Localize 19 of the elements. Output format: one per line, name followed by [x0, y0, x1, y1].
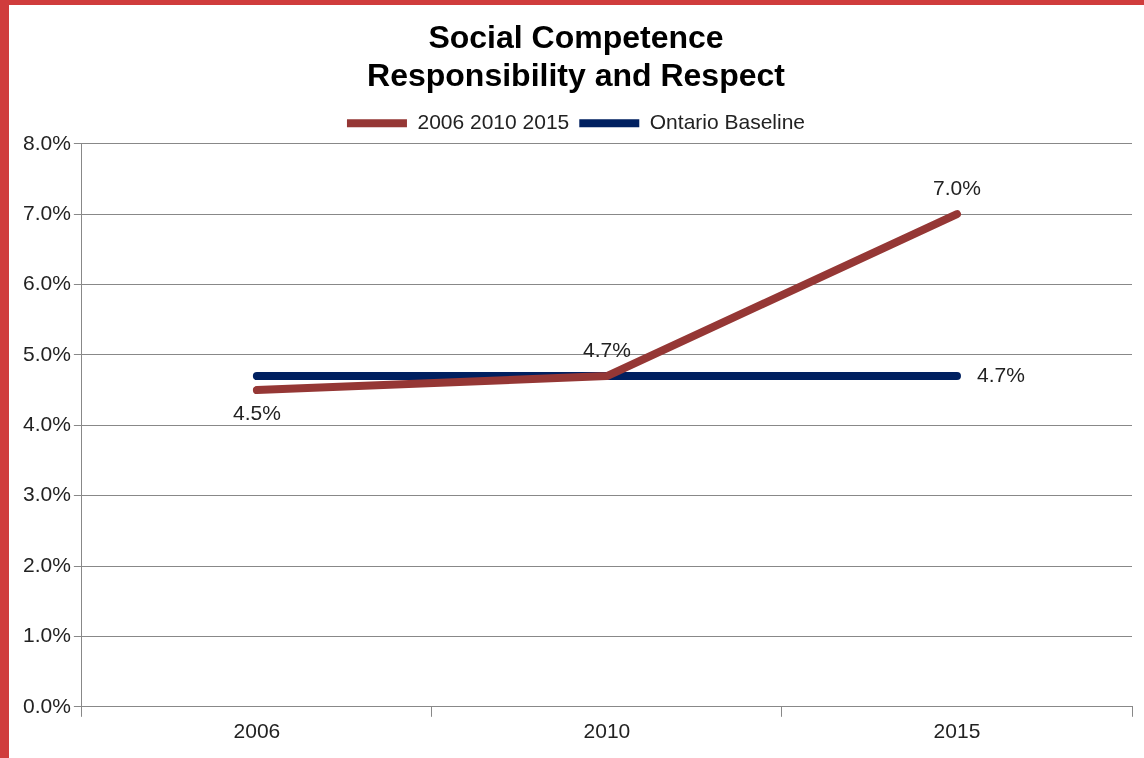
- y-tick-label: 4.0%: [22, 412, 71, 436]
- y-tick-label: 3.0%: [22, 482, 71, 506]
- y-tick-label: 0.0%: [22, 693, 71, 717]
- y-tick-label: 6.0%: [22, 271, 71, 295]
- y-tick-label: 2.0%: [22, 552, 71, 576]
- data-label: 4.7%: [583, 338, 631, 362]
- y-tick-label: 5.0%: [22, 341, 71, 365]
- x-tick-label: 2006: [233, 719, 281, 743]
- legend-label: Ontario Baseline: [649, 110, 806, 134]
- y-tick-label: 7.0%: [22, 200, 71, 224]
- x-tick-label: 2010: [583, 719, 631, 743]
- y-tick-label: 1.0%: [22, 623, 71, 647]
- legend-label: 2006 2010 2015: [417, 110, 570, 134]
- data-label: 7.0%: [933, 176, 981, 200]
- x-tick-label: 2015: [933, 719, 981, 743]
- chart-title: Social Competence Responsibility and Respect: [367, 19, 786, 94]
- y-tick-label: 8.0%: [22, 130, 71, 154]
- data-label: 4.7%: [976, 362, 1025, 386]
- data-label: 4.5%: [232, 401, 281, 425]
